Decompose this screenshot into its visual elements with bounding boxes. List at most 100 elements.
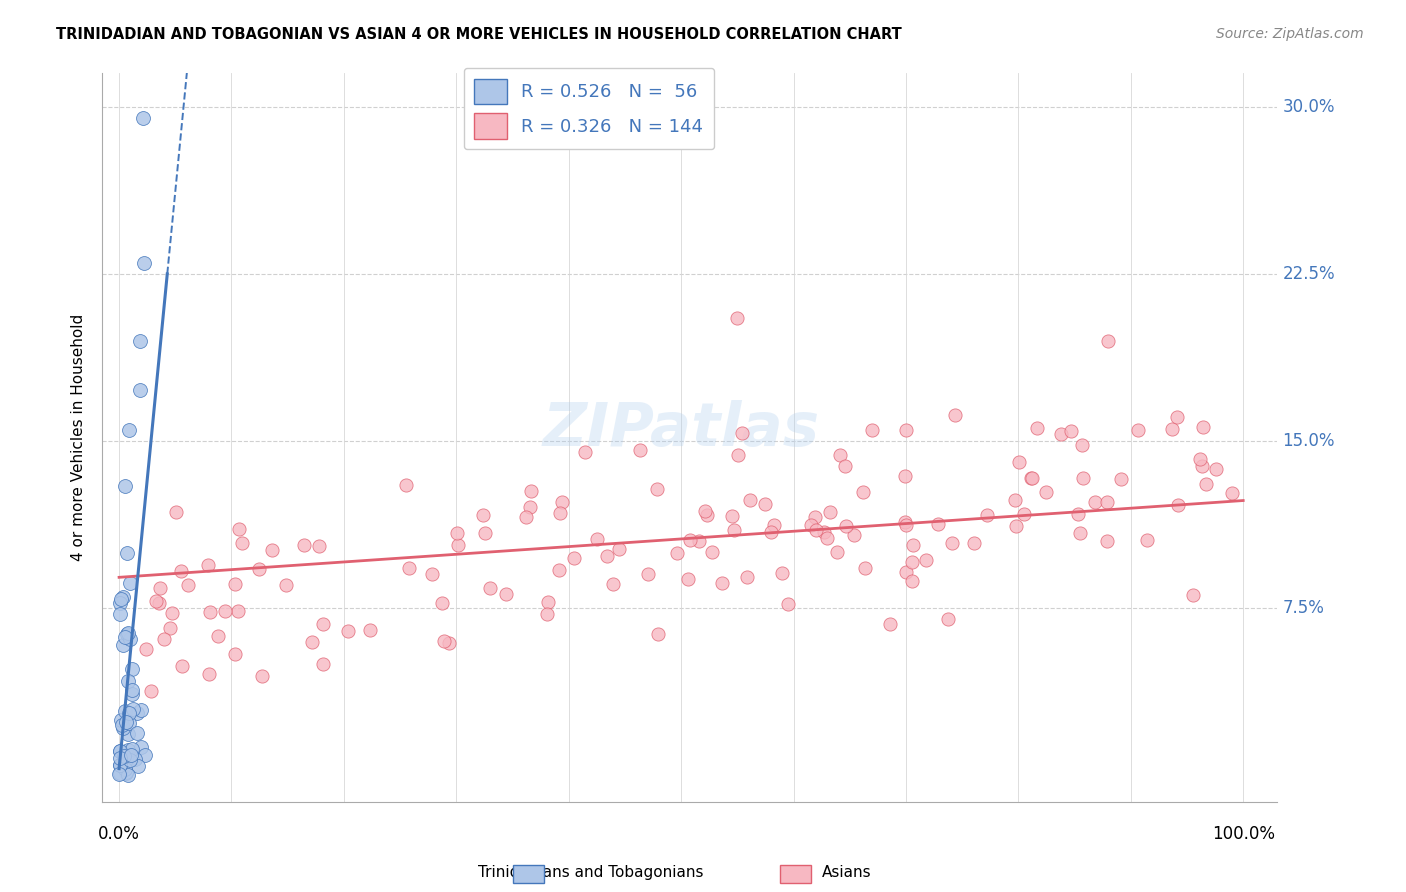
Point — [127, 726, 149, 740]
Point — [1161, 422, 1184, 436]
Point — [170, 659, 193, 673]
Point — [135, 642, 157, 657]
Point — [112, 638, 135, 652]
Point — [879, 617, 901, 632]
Point — [1167, 498, 1189, 512]
Point — [723, 523, 745, 537]
Point — [127, 759, 149, 773]
Point — [117, 726, 139, 740]
Point — [963, 536, 986, 550]
Point — [1181, 588, 1204, 602]
Point — [108, 744, 131, 758]
Point — [120, 747, 142, 762]
Point — [108, 757, 131, 772]
Point — [852, 485, 875, 500]
Point — [1035, 485, 1057, 500]
Point — [520, 483, 543, 498]
Point — [149, 581, 172, 595]
Point — [637, 566, 659, 581]
Point — [1095, 495, 1118, 509]
Point — [294, 538, 316, 552]
Point — [108, 767, 131, 781]
Point — [835, 518, 858, 533]
Point — [825, 545, 848, 559]
Point — [472, 508, 495, 522]
Point — [420, 566, 443, 581]
Point — [108, 751, 131, 765]
Point — [118, 716, 141, 731]
Point — [645, 482, 668, 496]
Point — [562, 551, 585, 566]
Point — [108, 596, 131, 610]
Point — [738, 492, 761, 507]
Point — [177, 578, 200, 592]
Point — [696, 508, 718, 522]
Point — [395, 478, 418, 492]
Point — [115, 756, 138, 771]
Point — [433, 633, 456, 648]
Point — [548, 506, 571, 520]
Point — [231, 536, 253, 550]
Point — [108, 744, 131, 758]
Point — [678, 573, 700, 587]
Point — [943, 408, 966, 422]
Point — [1095, 533, 1118, 548]
Point — [224, 576, 246, 591]
Point — [117, 742, 139, 756]
Point — [228, 603, 250, 617]
Point — [121, 663, 143, 677]
Point — [976, 508, 998, 522]
Point — [224, 647, 246, 661]
Point — [112, 749, 135, 764]
Point — [437, 636, 460, 650]
Point — [110, 757, 132, 772]
Point — [894, 565, 917, 579]
Point — [197, 558, 219, 572]
Point — [647, 626, 669, 640]
Point — [834, 459, 856, 474]
Point — [129, 703, 152, 717]
Point — [894, 468, 917, 483]
Text: 15.0%: 15.0% — [1282, 432, 1336, 450]
Point — [551, 495, 574, 509]
Point — [129, 383, 152, 397]
Point — [153, 632, 176, 646]
Point — [537, 595, 560, 609]
Point — [117, 706, 139, 721]
Point — [1005, 519, 1028, 533]
Text: 7.5%: 7.5% — [1282, 599, 1324, 617]
Point — [134, 748, 156, 763]
Point — [901, 574, 924, 589]
Point — [118, 576, 141, 591]
Point — [118, 753, 141, 767]
Point — [1109, 472, 1132, 486]
Point — [207, 628, 229, 642]
Point — [1066, 508, 1088, 522]
Point — [1021, 471, 1043, 485]
Text: ZIPatlas: ZIPatlas — [543, 401, 820, 459]
Point — [860, 423, 883, 437]
Point — [111, 718, 134, 732]
Point — [900, 555, 922, 569]
Point — [308, 539, 330, 553]
Point — [1019, 471, 1042, 485]
Point — [125, 706, 148, 720]
Point — [1126, 423, 1149, 437]
Point — [110, 592, 132, 607]
Point — [159, 621, 181, 635]
Point — [607, 542, 630, 557]
Text: Source: ZipAtlas.com: Source: ZipAtlas.com — [1216, 27, 1364, 41]
Point — [114, 766, 136, 780]
Point — [124, 751, 146, 765]
Point — [117, 626, 139, 640]
Point — [198, 605, 221, 619]
Point — [1136, 533, 1159, 548]
Point — [312, 657, 335, 672]
Point — [249, 562, 271, 576]
Point — [804, 523, 827, 537]
Point — [112, 759, 135, 773]
Point — [1166, 409, 1188, 424]
Point — [1071, 438, 1094, 452]
Point — [1069, 525, 1091, 540]
Point — [1059, 424, 1081, 438]
